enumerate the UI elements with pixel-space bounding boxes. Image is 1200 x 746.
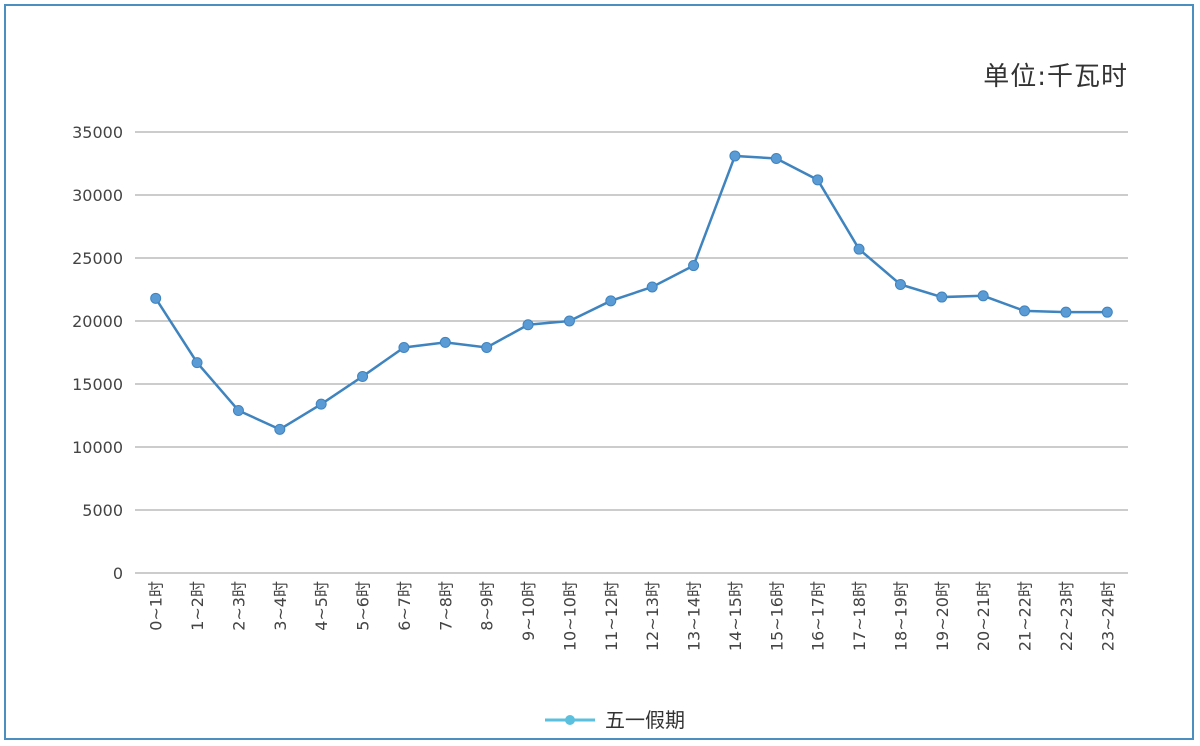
y-tick-label: 25000 [72, 249, 123, 268]
y-tick-label: 15000 [72, 375, 123, 394]
legend: 五一假期 [545, 708, 685, 732]
x-tick-label: 8~9时 [478, 581, 497, 631]
data-point [853, 243, 865, 255]
x-tick-label: 18~19时 [891, 581, 910, 651]
y-tick-label: 20000 [72, 312, 123, 331]
x-tick-label: 3~4时 [271, 581, 290, 631]
x-tick-label: 17~18时 [850, 581, 869, 651]
x-axis-ticks: 0~1时 1~2时 2~3时 3~4时 4~5时 5~6时 6~7时 7~8时 8~9时 9~10… [147, 581, 1118, 651]
data-point [439, 336, 451, 348]
series-group [150, 150, 1113, 435]
data-point [894, 278, 906, 290]
data-point [563, 315, 575, 327]
data-point [1019, 305, 1031, 317]
data-point [936, 291, 948, 303]
y-tick-label: 10000 [72, 438, 123, 457]
data-point [274, 423, 286, 435]
data-point [357, 370, 369, 382]
x-tick-label: 14~15时 [726, 581, 745, 651]
data-point [688, 260, 700, 272]
legend-label: 五一假期 [605, 708, 685, 732]
x-tick-label: 11~12时 [602, 581, 621, 651]
x-tick-label: 16~17时 [809, 581, 828, 651]
data-point [1101, 306, 1113, 318]
y-tick-label: 35000 [72, 123, 123, 142]
y-tick-label: 0 [113, 564, 123, 583]
data-point [646, 281, 658, 293]
data-point [398, 341, 410, 353]
x-tick-label: 1~2时 [188, 581, 207, 631]
data-point [522, 319, 534, 331]
data-point [770, 152, 782, 164]
data-point [232, 404, 244, 416]
x-tick-label: 4~5时 [312, 581, 331, 631]
x-tick-label: 12~13时 [643, 581, 662, 651]
x-tick-label: 6~7时 [395, 581, 414, 631]
x-tick-label: 10~10时 [560, 581, 579, 651]
data-point [812, 174, 824, 186]
x-tick-label: 2~3时 [229, 581, 248, 631]
data-point [150, 292, 162, 304]
grid-lines [135, 131, 1128, 574]
data-point [315, 398, 327, 410]
x-tick-label: 5~6时 [354, 581, 373, 631]
x-tick-label: 9~10时 [519, 581, 538, 641]
x-tick-label: 19~20时 [933, 581, 952, 651]
data-point [729, 150, 741, 162]
x-tick-label: 23~24时 [1098, 581, 1117, 651]
data-point [977, 290, 989, 302]
legend-marker [565, 715, 575, 725]
series-line [154, 154, 1108, 431]
x-tick-label: 20~21时 [974, 581, 993, 651]
y-axis-ticks: 0 5000 10000 15000 20000 25000 30000 35000 [72, 123, 123, 583]
x-tick-label: 22~23时 [1057, 581, 1076, 651]
data-point [481, 341, 493, 353]
data-point [1060, 306, 1072, 318]
x-tick-label: 0~1时 [147, 581, 166, 631]
chart-frame [4, 4, 1194, 740]
x-tick-label: 13~14时 [685, 581, 704, 651]
data-point [605, 295, 617, 307]
unit-label: 单位:千瓦时 [983, 62, 1128, 92]
x-tick-label: 7~8时 [436, 581, 455, 631]
y-tick-label: 5000 [82, 501, 123, 520]
data-point [191, 357, 203, 369]
x-tick-label: 21~22时 [1016, 581, 1035, 651]
y-tick-label: 30000 [72, 186, 123, 205]
x-tick-label: 15~16时 [767, 581, 786, 651]
